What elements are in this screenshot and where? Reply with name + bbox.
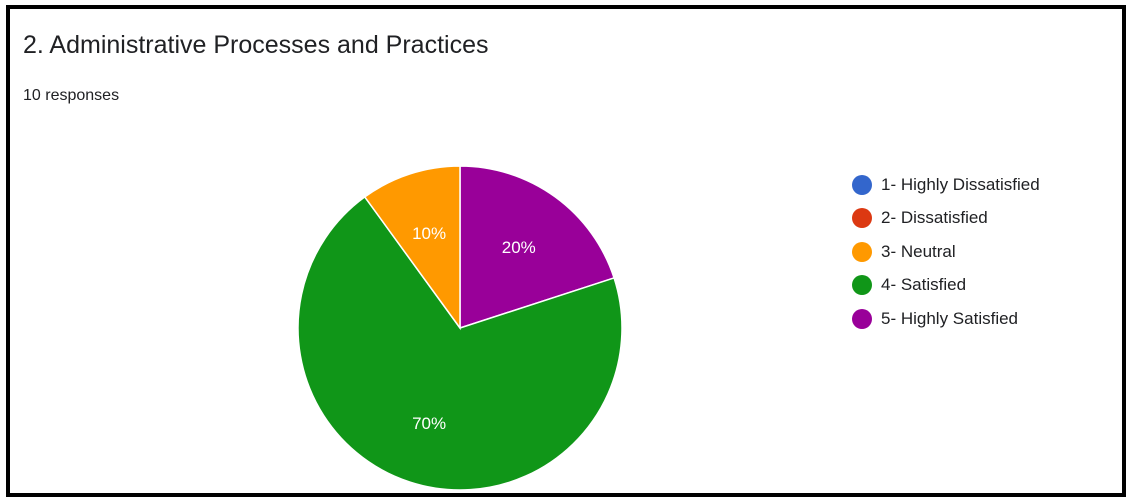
legend-swatch-satisfied <box>852 275 872 296</box>
chart-legend: 1- Highly Dissatisfied 2- Dissatisfied 3… <box>852 168 1040 336</box>
pie-slice-neutral[interactable] <box>363 165 461 331</box>
legend-label-dissatisfied: 2- Dissatisfied <box>881 208 988 228</box>
pie-slice-satisfied[interactable] <box>297 195 623 491</box>
legend-item-neutral[interactable]: 3- Neutral <box>852 235 1040 269</box>
legend-swatch-dissatisfied <box>852 208 872 229</box>
slice-label-neutral: 10% <box>412 224 446 243</box>
legend-label-neutral: 3- Neutral <box>881 241 956 261</box>
legend-swatch-highly-satisfied <box>852 308 872 329</box>
legend-swatch-neutral <box>852 241 872 262</box>
chart-title: 2. Administrative Processes and Practice… <box>23 31 489 59</box>
slice-label-highly-satisfied: 20% <box>502 238 536 257</box>
legend-item-dissatisfied[interactable]: 2- Dissatisfied <box>852 202 1040 236</box>
legend-label-highly-satisfied: 5- Highly Satisfied <box>881 308 1019 328</box>
slice-label-satisfied: 70% <box>412 414 446 433</box>
response-count: 10 responses <box>23 87 120 104</box>
legend-item-highly-dissatisfied[interactable]: 1- Highly Dissatisfied <box>852 168 1040 202</box>
chart-card: 2. Administrative Processes and Practice… <box>6 5 1126 497</box>
legend-item-highly-satisfied[interactable]: 5- Highly Satisfied <box>852 302 1040 336</box>
legend-label-satisfied: 4- Satisfied <box>881 275 967 295</box>
legend-item-satisfied[interactable]: 4- Satisfied <box>852 269 1040 303</box>
legend-swatch-highly-dissatisfied <box>852 174 872 195</box>
pie-chart: 20% 70% 10% <box>297 165 623 491</box>
legend-label-highly-dissatisfied: 1- Highly Dissatisfied <box>881 174 1040 194</box>
pie-slice-highly-satisfied[interactable] <box>459 165 616 330</box>
